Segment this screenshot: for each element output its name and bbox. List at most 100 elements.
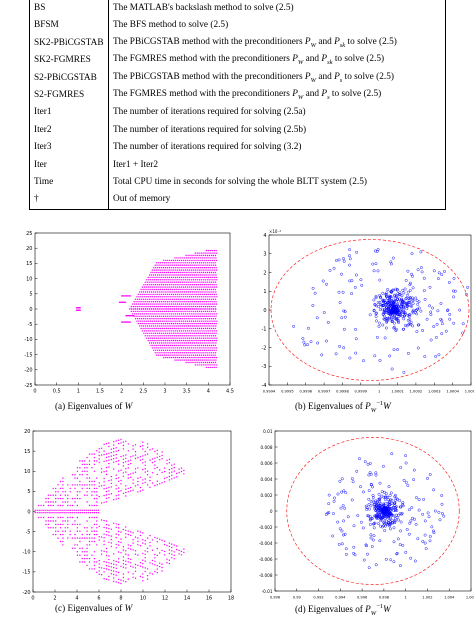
data-point	[172, 284, 174, 286]
data-point	[134, 454, 137, 456]
data-point	[214, 337, 216, 339]
data-point	[162, 271, 164, 274]
data-point	[209, 274, 211, 276]
data-point	[424, 547, 428, 551]
data-point	[207, 318, 209, 320]
data-point	[190, 313, 192, 315]
data-point	[161, 471, 163, 474]
data-point	[54, 509, 56, 511]
data-point	[206, 288, 209, 291]
data-point	[464, 292, 468, 296]
x-tick-label: 1	[77, 389, 80, 395]
data-point	[86, 484, 88, 486]
data-point	[207, 308, 209, 310]
data-point	[410, 304, 413, 308]
data-point	[151, 539, 154, 541]
data-point	[439, 317, 443, 321]
data-point	[436, 309, 440, 313]
data-point	[158, 298, 160, 300]
data-point	[79, 554, 81, 556]
data-point	[185, 361, 187, 364]
data-point	[157, 296, 160, 298]
y-tick-label: -10	[22, 550, 30, 556]
data-point	[180, 303, 183, 305]
data-point	[105, 494, 108, 496]
data-point	[98, 573, 100, 575]
data-point	[393, 305, 396, 309]
data-point	[130, 486, 132, 489]
data-point	[151, 461, 154, 464]
data-point	[204, 286, 206, 288]
plot-b: 0.9994 0.9995 0.9996 0.9997 0.9998 0.9999 1 1.0…	[255, 225, 474, 410]
data-point	[108, 555, 110, 557]
data-point	[81, 470, 84, 472]
data-point	[189, 342, 192, 344]
data-point	[164, 315, 166, 317]
data-point	[183, 318, 185, 320]
data-point	[398, 293, 402, 297]
data-point	[377, 522, 380, 526]
data-point	[100, 553, 103, 555]
data-point	[177, 347, 179, 349]
data-point	[159, 538, 161, 540]
data-point	[428, 539, 432, 543]
data-point	[208, 259, 210, 262]
data-point	[105, 456, 108, 459]
data-point	[167, 313, 169, 315]
data-point	[179, 269, 181, 271]
data-point	[163, 288, 166, 291]
data-point	[150, 344, 152, 347]
data-point	[146, 288, 148, 291]
data-point	[156, 473, 158, 476]
data-point	[303, 343, 307, 347]
data-point	[207, 249, 210, 252]
data-point	[155, 279, 158, 281]
data-point	[156, 318, 158, 320]
data-point	[207, 291, 209, 293]
data-point	[62, 544, 64, 546]
data-point	[215, 303, 218, 305]
data-point	[194, 259, 196, 262]
data-point	[180, 322, 182, 325]
data-point	[198, 337, 201, 339]
data-point	[205, 284, 207, 286]
data-point	[385, 302, 389, 305]
data-point	[161, 322, 163, 325]
data-point	[151, 286, 153, 288]
data-point	[193, 264, 195, 266]
data-point	[122, 576, 125, 579]
data-point	[384, 557, 388, 561]
data-point	[57, 516, 59, 519]
data-point	[180, 301, 182, 303]
data-point	[182, 276, 184, 279]
data-point	[414, 296, 418, 300]
data-point	[212, 330, 214, 332]
data-point	[183, 352, 186, 354]
data-point	[154, 467, 156, 470]
data-point	[207, 264, 209, 266]
data-point	[184, 342, 186, 344]
x-tick-label: 1.5	[96, 389, 104, 395]
data-point	[151, 303, 153, 305]
data-point	[392, 540, 396, 544]
data-point	[149, 486, 151, 489]
data-point	[134, 485, 137, 487]
data-point	[88, 557, 91, 560]
data-point	[146, 337, 148, 339]
data-point	[186, 267, 188, 269]
data-point	[115, 543, 117, 546]
data-point	[125, 491, 127, 494]
data-point	[172, 291, 174, 293]
data-point	[344, 552, 348, 556]
data-point	[156, 480, 158, 482]
data-point	[38, 516, 40, 519]
data-point	[151, 315, 153, 317]
data-point	[198, 276, 200, 279]
data-point	[171, 474, 173, 477]
data-point	[394, 287, 398, 291]
data-point	[86, 491, 88, 493]
data-point	[214, 352, 217, 354]
data-point	[69, 533, 71, 536]
data-point	[113, 573, 115, 576]
data-point	[174, 276, 177, 279]
